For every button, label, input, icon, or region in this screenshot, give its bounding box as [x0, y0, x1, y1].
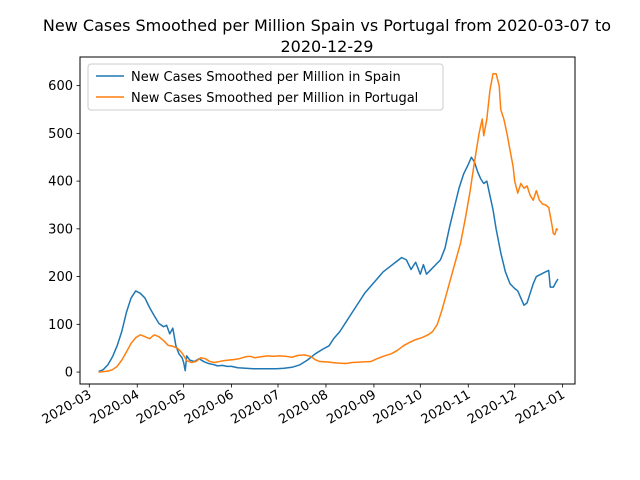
y-tick-label: 0	[65, 366, 73, 381]
legend-label-0: New Cases Smoothed per Million in Spain	[131, 70, 401, 85]
y-tick-label: 100	[48, 318, 73, 333]
y-tick-label: 400	[48, 175, 73, 190]
y-tick-label: 600	[48, 79, 73, 94]
plot-area	[98, 72, 559, 373]
legend-label-1: New Cases Smoothed per Million in Portug…	[131, 91, 418, 106]
legend-box	[87, 63, 444, 111]
y-tick-label: 500	[48, 127, 73, 142]
y-tick-label: 300	[48, 222, 73, 237]
chart-title-line-1: New Cases Smoothed per Million Spain vs …	[43, 16, 611, 35]
axes-frame	[79, 56, 576, 385]
y-tick-label: 200	[48, 270, 73, 285]
series-line-0	[98, 156, 559, 373]
series-line-1	[98, 72, 559, 373]
chart-title-line-2: 2020-12-29	[281, 37, 374, 56]
legend: New Cases Smoothed per Million in Spain N…	[87, 63, 444, 111]
y-axis: 0 100 200 300 400 500 600	[48, 79, 80, 381]
